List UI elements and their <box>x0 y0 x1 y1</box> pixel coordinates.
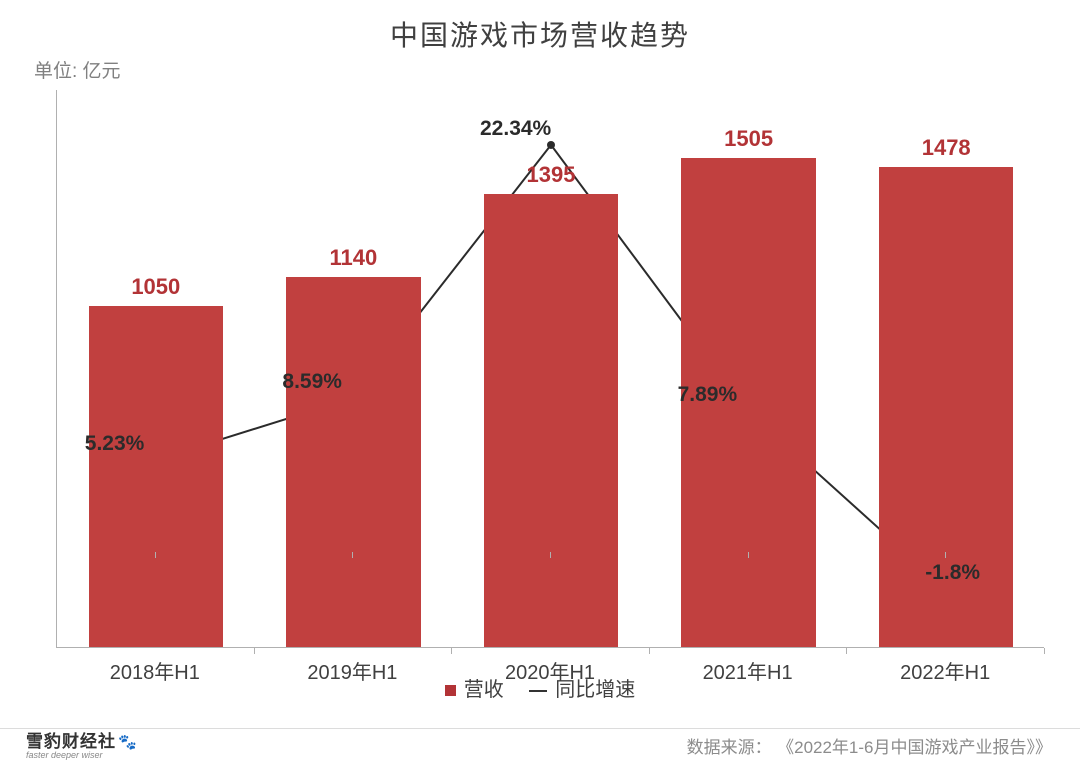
bar-value-label: 1140 <box>286 245 420 271</box>
x-tick <box>451 648 452 654</box>
x-tick <box>748 552 749 558</box>
line-value-label: 5.23% <box>85 432 145 456</box>
brand-name: 雪豹财经社 <box>26 732 116 751</box>
x-axis-label: 2022年H1 <box>846 656 1044 685</box>
x-axis-label: 2018年H1 <box>56 656 254 685</box>
brand-tagline: faster deeper wiser <box>26 750 137 760</box>
legend-line-swatch <box>529 690 547 692</box>
legend-bar-swatch <box>445 685 456 696</box>
bar-value-label: 1505 <box>681 126 815 152</box>
x-tick <box>1044 648 1045 654</box>
brand-icon: 🐾 <box>118 734 137 751</box>
data-source: 数据来源： 《2022年1-6月中国游戏产业报告》》 <box>687 733 1052 758</box>
x-axis-label: 2021年H1 <box>649 656 847 685</box>
plot-area: 1050 1140 1395 1505 1478 <box>56 96 1044 648</box>
x-tick <box>254 648 255 654</box>
x-tick <box>352 552 353 558</box>
bar <box>286 277 420 647</box>
bar <box>89 306 223 647</box>
chart-container: 中国游戏市场营收趋势 单位: 亿元 10501140139515051478 营… <box>0 0 1080 766</box>
bar-value-label: 1478 <box>879 135 1013 161</box>
line-value-label: -1.8% <box>925 561 980 585</box>
line-value-label: 8.59% <box>282 370 342 394</box>
x-tick <box>550 552 551 558</box>
brand-logo: 雪豹财经社🐾 faster deeper wiser <box>26 727 137 760</box>
x-tick <box>945 552 946 558</box>
x-axis-label: 2020年H1 <box>451 656 649 685</box>
x-tick <box>649 648 650 654</box>
x-tick <box>846 648 847 654</box>
source-text: 《2022年1-6月中国游戏产业报告》》 <box>786 738 1052 757</box>
bar-value-label: 1395 <box>484 162 618 188</box>
unit-label: 单位: 亿元 <box>34 56 121 83</box>
footer: 雪豹财经社🐾 faster deeper wiser 数据来源： 《2022年1-… <box>0 728 1080 766</box>
chart-title: 中国游戏市场营收趋势 <box>0 14 1080 54</box>
x-tick <box>155 552 156 558</box>
line-value-label: 7.89% <box>678 383 738 407</box>
bar <box>484 194 618 647</box>
x-axis-label: 2019年H1 <box>254 656 452 685</box>
source-label: 数据来源： <box>687 738 772 757</box>
bar-value-label: 1050 <box>89 274 223 300</box>
line-value-label: 22.34% <box>480 117 551 141</box>
